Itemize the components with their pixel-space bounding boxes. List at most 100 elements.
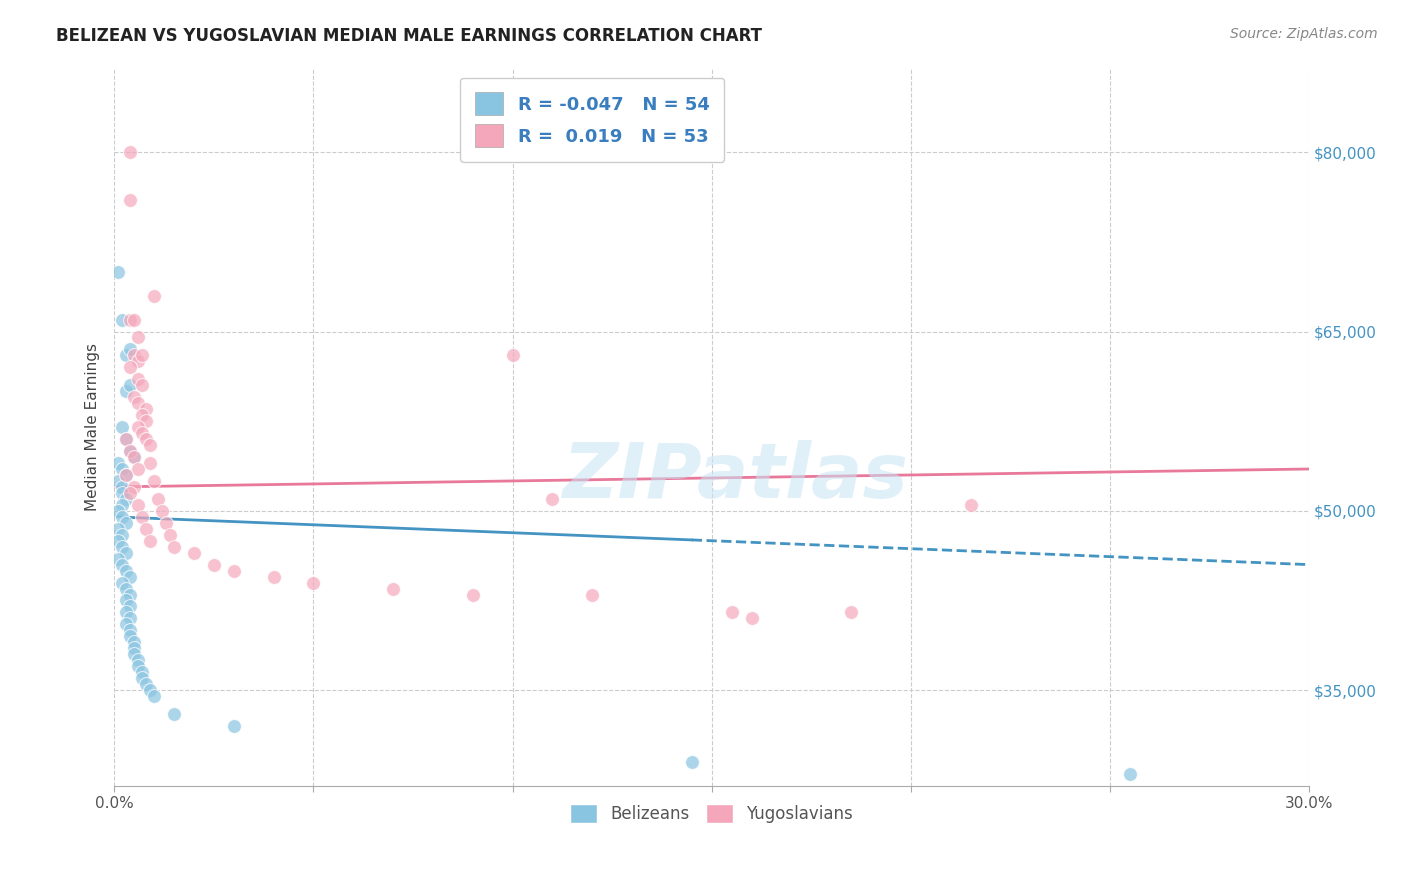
- Point: [127, 659, 149, 673]
- Point: [135, 677, 157, 691]
- Point: [159, 527, 181, 541]
- Point: [111, 462, 134, 476]
- Point: [120, 611, 142, 625]
- Point: [502, 348, 524, 362]
- Point: [122, 390, 145, 404]
- Point: [120, 486, 142, 500]
- Point: [139, 456, 162, 470]
- Point: [122, 450, 145, 464]
- Point: [107, 551, 129, 566]
- Point: [120, 444, 142, 458]
- Point: [143, 474, 166, 488]
- Point: [122, 480, 145, 494]
- Point: [202, 558, 225, 572]
- Point: [163, 707, 186, 722]
- Point: [581, 587, 603, 601]
- Point: [115, 384, 138, 399]
- Point: [155, 516, 177, 530]
- Point: [127, 354, 149, 368]
- Point: [115, 564, 138, 578]
- Point: [122, 648, 145, 662]
- Point: [111, 527, 134, 541]
- Point: [127, 372, 149, 386]
- Point: [720, 606, 742, 620]
- Point: [111, 420, 134, 434]
- Point: [127, 462, 149, 476]
- Point: [122, 635, 145, 649]
- Point: [222, 719, 245, 733]
- Point: [120, 624, 142, 638]
- Point: [131, 348, 153, 362]
- Point: [143, 689, 166, 703]
- Point: [120, 569, 142, 583]
- Point: [115, 432, 138, 446]
- Point: [135, 432, 157, 446]
- Point: [115, 606, 138, 620]
- Point: [120, 360, 142, 375]
- Point: [111, 486, 134, 500]
- Y-axis label: Median Male Earnings: Median Male Earnings: [86, 343, 100, 511]
- Legend: Belizeans, Yugoslavians: Belizeans, Yugoslavians: [558, 792, 865, 835]
- Point: [115, 348, 138, 362]
- Point: [111, 509, 134, 524]
- Point: [541, 491, 564, 506]
- Point: [122, 312, 145, 326]
- Point: [131, 665, 153, 680]
- Point: [107, 265, 129, 279]
- Point: [115, 432, 138, 446]
- Point: [135, 402, 157, 417]
- Point: [127, 498, 149, 512]
- Point: [115, 516, 138, 530]
- Point: [127, 653, 149, 667]
- Point: [107, 456, 129, 470]
- Point: [111, 540, 134, 554]
- Point: [111, 498, 134, 512]
- Point: [150, 504, 173, 518]
- Point: [135, 522, 157, 536]
- Point: [131, 671, 153, 685]
- Point: [135, 414, 157, 428]
- Point: [131, 426, 153, 441]
- Point: [263, 569, 285, 583]
- Point: [111, 558, 134, 572]
- Point: [122, 348, 145, 362]
- Point: [120, 444, 142, 458]
- Point: [120, 312, 142, 326]
- Point: [120, 145, 142, 160]
- Text: BELIZEAN VS YUGOSLAVIAN MEDIAN MALE EARNINGS CORRELATION CHART: BELIZEAN VS YUGOSLAVIAN MEDIAN MALE EARN…: [56, 27, 762, 45]
- Point: [115, 582, 138, 596]
- Point: [120, 587, 142, 601]
- Point: [139, 683, 162, 698]
- Point: [302, 575, 325, 590]
- Point: [131, 408, 153, 422]
- Point: [127, 330, 149, 344]
- Point: [120, 343, 142, 357]
- Text: Source: ZipAtlas.com: Source: ZipAtlas.com: [1230, 27, 1378, 41]
- Point: [839, 606, 862, 620]
- Text: ZIPatlas: ZIPatlas: [562, 441, 908, 515]
- Point: [183, 546, 205, 560]
- Point: [111, 480, 134, 494]
- Point: [120, 193, 142, 207]
- Point: [131, 378, 153, 392]
- Point: [382, 582, 405, 596]
- Point: [222, 564, 245, 578]
- Point: [115, 617, 138, 632]
- Point: [139, 533, 162, 548]
- Point: [111, 312, 134, 326]
- Point: [681, 755, 703, 769]
- Point: [131, 509, 153, 524]
- Point: [461, 587, 484, 601]
- Point: [122, 450, 145, 464]
- Point: [122, 641, 145, 656]
- Point: [959, 498, 981, 512]
- Point: [163, 540, 186, 554]
- Point: [107, 474, 129, 488]
- Point: [115, 491, 138, 506]
- Point: [127, 420, 149, 434]
- Point: [107, 522, 129, 536]
- Point: [1119, 767, 1142, 781]
- Point: [127, 396, 149, 410]
- Point: [146, 491, 169, 506]
- Point: [107, 504, 129, 518]
